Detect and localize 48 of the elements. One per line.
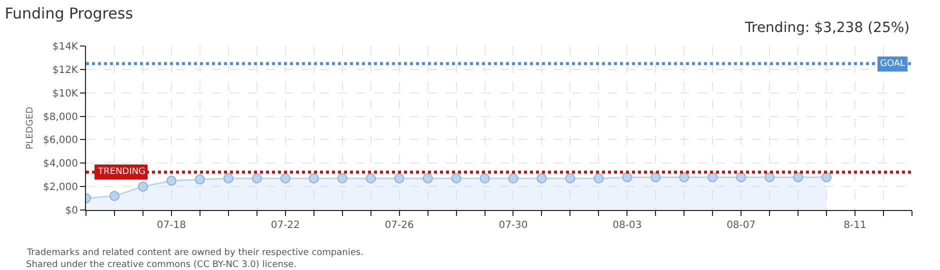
point	[366, 173, 376, 184]
y-tick-label: $12K	[52, 64, 78, 76]
point	[394, 173, 404, 184]
point	[422, 173, 433, 184]
y-tick-label: $14K	[52, 42, 78, 52]
x-tick-label: 08-07	[726, 220, 756, 231]
y-axis-title: PLEDGED	[25, 106, 36, 150]
point	[536, 173, 547, 184]
y-tick-label: $6,000	[43, 135, 78, 146]
point	[764, 172, 775, 182]
x-tick-label: 07-22	[270, 220, 300, 231]
point	[166, 176, 176, 186]
point	[138, 182, 148, 192]
x-tick-label: 07-30	[498, 220, 528, 231]
x-tick-label: 07-18	[156, 220, 186, 231]
point	[451, 173, 462, 184]
point	[337, 173, 348, 184]
point	[223, 173, 234, 184]
text: Trending: $3,238 (25%)	[744, 20, 910, 36]
y-tick-label: $8,000	[43, 112, 78, 123]
point	[679, 172, 690, 182]
point	[736, 172, 746, 182]
point	[194, 174, 205, 185]
point	[650, 172, 661, 182]
point	[708, 172, 718, 182]
point	[308, 173, 319, 184]
x-tick-label: 8-11	[844, 220, 866, 231]
text: Trademarks and related content are owned by their respective companies.	[26, 248, 364, 258]
point	[822, 172, 832, 182]
ref-line-label: TRENDING	[97, 167, 146, 177]
point	[252, 173, 262, 184]
y-tick-label: $2,000	[43, 182, 78, 194]
x-tick-label: 08-03	[612, 220, 642, 231]
point	[280, 173, 290, 184]
point	[793, 172, 804, 182]
point	[622, 172, 632, 182]
ref-line-label: GOAL	[880, 59, 906, 69]
y-tick-label: $10K	[52, 88, 78, 100]
point	[480, 173, 490, 184]
point	[109, 190, 120, 201]
chart-title: Funding Progress	[4, 4, 134, 23]
point	[508, 173, 518, 184]
point	[565, 173, 576, 184]
y-tick-label: $0	[65, 206, 78, 216]
point	[594, 173, 604, 184]
text: Shared under the creative commons (CC BY-NC 3.0) license.	[26, 260, 297, 270]
x-tick-label: 07-26	[384, 220, 414, 231]
y-tick-label: $4,000	[43, 158, 78, 170]
